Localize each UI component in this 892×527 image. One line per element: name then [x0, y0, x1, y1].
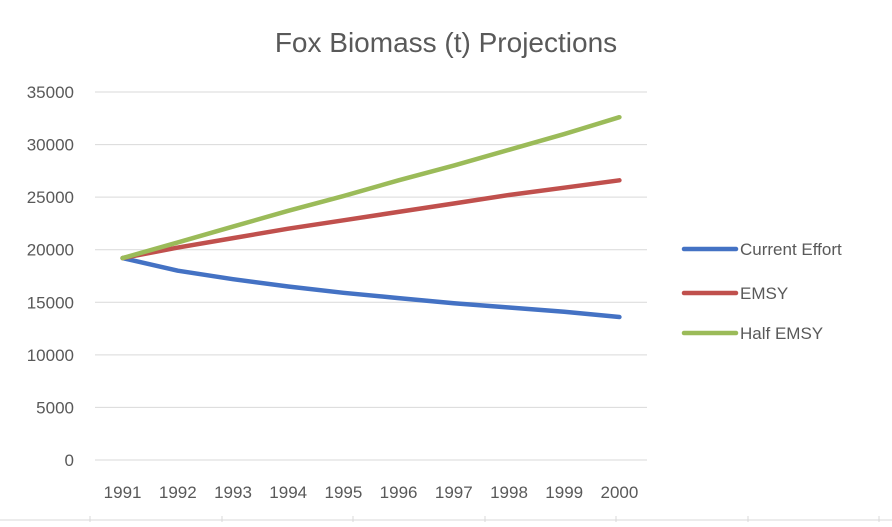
- y-tick-label: 20000: [27, 241, 74, 260]
- x-tick-label: 1997: [435, 483, 473, 502]
- x-tick-label: 1992: [159, 483, 197, 502]
- x-tick-label: 1998: [490, 483, 528, 502]
- chart-title: Fox Biomass (t) Projections: [275, 27, 617, 58]
- x-tick-label: 1995: [324, 483, 362, 502]
- legend-label: Half EMSY: [740, 324, 823, 343]
- y-tick-label: 10000: [27, 346, 74, 365]
- y-tick-label: 30000: [27, 136, 74, 155]
- x-tick-label: 2000: [600, 483, 638, 502]
- x-tick-label: 1999: [545, 483, 583, 502]
- y-tick-label: 25000: [27, 188, 74, 207]
- series-line: [120, 114, 622, 261]
- series-lines: [120, 114, 622, 320]
- legend-label: EMSY: [740, 284, 788, 303]
- x-tick-label: 1994: [269, 483, 307, 502]
- x-tick-label: 1991: [104, 483, 142, 502]
- x-tick-label: 1996: [380, 483, 418, 502]
- legend-label: Current Effort: [740, 240, 842, 259]
- y-tick-label: 5000: [36, 398, 74, 417]
- y-tick-label: 15000: [27, 293, 74, 312]
- series-line: [120, 178, 622, 261]
- legend: Current Effort EMSY Half EMSY: [681, 240, 842, 343]
- axes: 0 5000 10000 15000 20000 25000 30000 35000 1991 1…: [0, 83, 892, 522]
- gridlines: [95, 91, 647, 461]
- series-line: [120, 255, 622, 320]
- x-tick-label: 1993: [214, 483, 252, 502]
- y-tick-label: 35000: [27, 83, 74, 102]
- y-tick-label: 0: [65, 451, 74, 470]
